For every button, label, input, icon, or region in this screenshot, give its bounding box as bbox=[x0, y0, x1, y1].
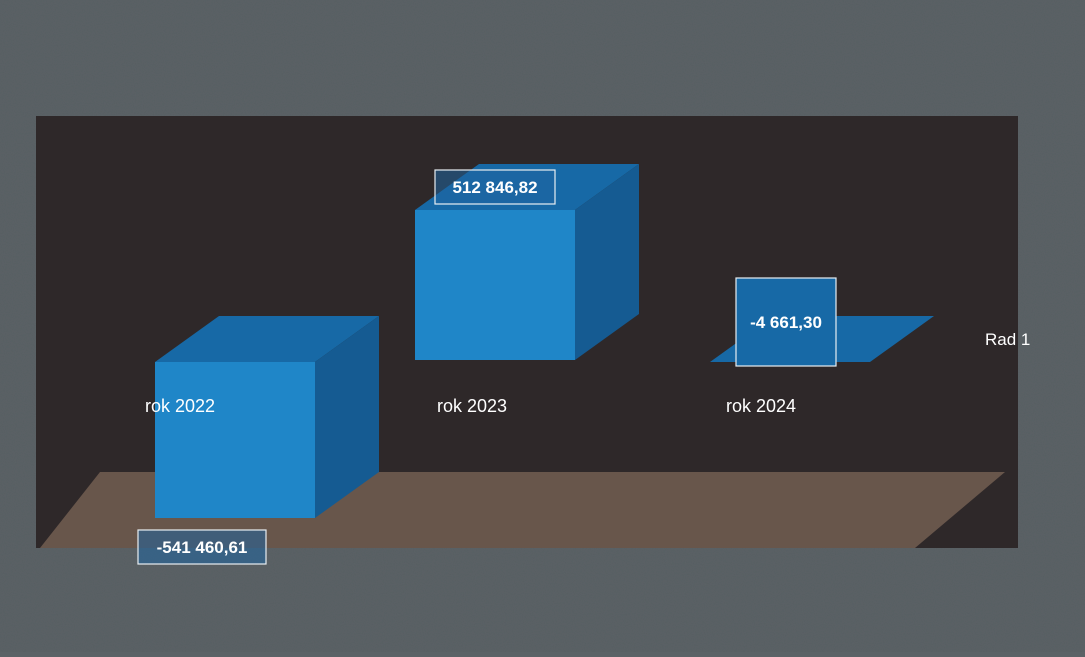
value-label-box-1 bbox=[137, 529, 267, 565]
bar-2-front bbox=[415, 210, 575, 360]
bar-1-side bbox=[315, 316, 379, 518]
value-label-box-2 bbox=[434, 169, 556, 205]
bar-2-side bbox=[575, 164, 639, 360]
value-label-2: 512 846,82 bbox=[452, 178, 537, 197]
value-label-1: -541 460,61 bbox=[157, 538, 248, 557]
legend-entry: Rad 1 bbox=[985, 330, 1030, 349]
category-label-1: rok 2022 bbox=[145, 396, 215, 416]
value-label-3: -4 661,30 bbox=[750, 313, 822, 332]
category-label-3: rok 2024 bbox=[726, 396, 796, 416]
value-label-box-3 bbox=[735, 277, 837, 367]
labels-layer: rok 2022 rok 2023 rok 2024 -541 460,61 512 8… bbox=[137, 169, 1030, 565]
category-label-2: rok 2023 bbox=[437, 396, 507, 416]
bar-1 bbox=[155, 316, 379, 518]
bar-1-front bbox=[155, 362, 315, 518]
bar-1-top bbox=[155, 316, 379, 362]
